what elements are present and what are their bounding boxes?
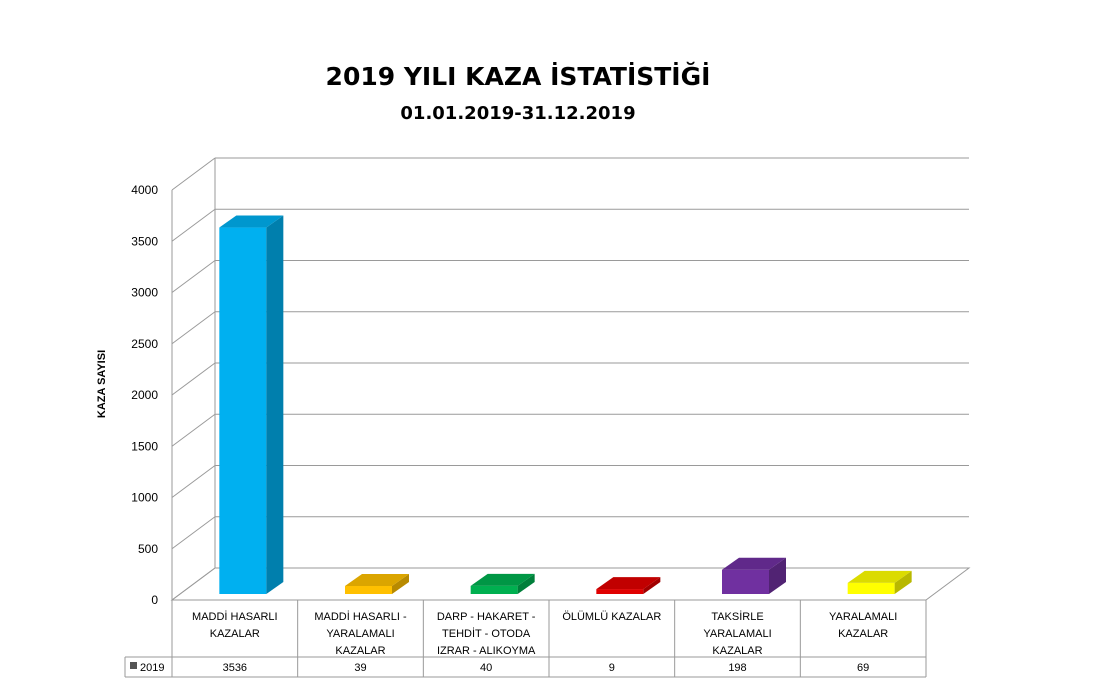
bar-side: [517, 573, 535, 594]
bar-side: [894, 570, 912, 594]
data-table-value: 3536: [223, 662, 247, 674]
y-tick-label: 0: [151, 593, 158, 607]
bar: [219, 215, 284, 594]
bar-front: [345, 586, 392, 594]
y-tick-label: 2500: [131, 337, 158, 351]
gridline-side: [171, 465, 216, 498]
y-tick-label: 2000: [131, 388, 158, 402]
x-category-label: IZRAR - ALIKOYMA: [437, 645, 536, 657]
gridline-side: [171, 157, 216, 191]
bar-top: [847, 570, 912, 583]
gridline-side: [171, 362, 216, 396]
y-tick-label: 3000: [131, 286, 158, 300]
x-category-label: DARP - HAKARET -: [437, 611, 536, 623]
x-category-label: TAKSİRLE: [711, 610, 763, 623]
bar: [847, 570, 912, 594]
bar-top: [470, 573, 535, 586]
gridline-side: [171, 208, 216, 242]
bar-front: [470, 585, 518, 594]
y-axis-label: KAZA SAYISI: [96, 350, 108, 418]
x-category-label: TEHDİT - OTODA: [442, 627, 531, 640]
data-table-value: 69: [857, 662, 869, 674]
data-table-value: 198: [728, 662, 746, 674]
bar-top: [722, 557, 786, 570]
x-category-label: MADDİ HASARLI: [192, 610, 278, 623]
y-tick-label: 3500: [131, 234, 158, 248]
gridline-side: [171, 413, 216, 447]
bar-side: [643, 577, 661, 594]
bar: [596, 577, 661, 594]
x-category-label: YARALAMALI: [829, 611, 897, 623]
data-table-value: 40: [480, 662, 492, 674]
legend-key: [130, 662, 137, 669]
bar: [345, 574, 409, 594]
x-category-label: MADDİ HASARLI -: [314, 610, 407, 623]
data-table-value: 39: [354, 662, 366, 674]
bar-front: [847, 582, 895, 594]
gridline-side: [171, 567, 216, 601]
bar-top: [219, 215, 284, 228]
bar: [470, 573, 535, 594]
x-category-label: ÖLÜMLÜ KAZALAR: [562, 611, 661, 623]
bar-side: [266, 215, 284, 594]
x-category-label: YARALAMALI: [326, 628, 394, 640]
y-tick-label: 1500: [131, 439, 158, 453]
gridline-side: [171, 311, 216, 345]
y-tick-label: 4000: [131, 183, 158, 197]
x-category-label: KAZALAR: [210, 628, 260, 640]
bar-front: [219, 227, 267, 594]
x-category-label: KAZALAR: [838, 628, 888, 640]
bar-top: [596, 577, 661, 590]
chart-title: 2019 YILI KAZA İSTATİSTİĞİ: [325, 62, 711, 91]
x-category-label: KAZALAR: [712, 645, 762, 657]
bar-front: [596, 589, 644, 594]
bar-side: [769, 557, 786, 594]
x-category-label: KAZALAR: [335, 645, 385, 657]
bar-front: [722, 569, 769, 594]
bar-side: [392, 574, 409, 594]
bar: [722, 557, 786, 594]
x-category-label: YARALAMALI: [703, 628, 771, 640]
gridline-side: [171, 516, 216, 550]
y-tick-label: 1000: [131, 491, 158, 505]
chart-subtitle: 01.01.2019-31.12.2019: [400, 103, 636, 124]
y-tick-label: 500: [138, 542, 158, 556]
gridline-side: [171, 260, 216, 293]
data-table-value: 9: [609, 662, 615, 674]
bar-top: [345, 574, 409, 587]
legend-series-name: 2019: [140, 662, 164, 674]
